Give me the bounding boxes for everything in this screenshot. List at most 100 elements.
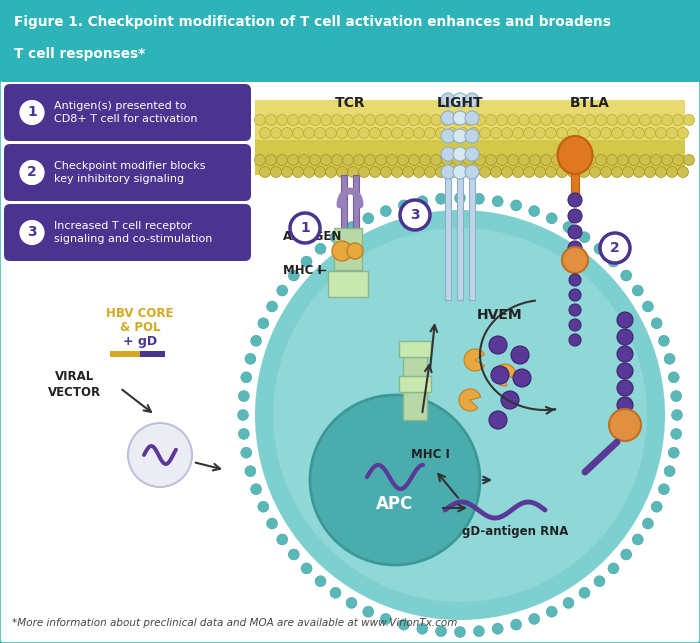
Circle shape [501,391,519,409]
Text: 2: 2 [610,241,620,255]
Circle shape [546,213,557,224]
Circle shape [430,154,442,165]
Circle shape [342,154,354,165]
Circle shape [606,154,617,165]
Circle shape [666,167,678,177]
Circle shape [524,127,535,138]
Text: + gD: + gD [123,335,157,348]
Circle shape [293,167,304,177]
Circle shape [552,114,563,125]
Text: MHC I: MHC I [411,449,449,462]
Circle shape [424,167,435,177]
Circle shape [621,270,631,281]
Circle shape [365,114,375,125]
Bar [328,271,368,297]
Text: Figure 1. Checkpoint modification of T cell activation enhances and broadens: Figure 1. Checkpoint modification of T c… [14,15,611,29]
Circle shape [528,206,540,217]
Circle shape [662,154,673,165]
Circle shape [673,114,683,125]
Circle shape [568,225,582,239]
Circle shape [309,114,321,125]
Circle shape [529,154,540,165]
Circle shape [402,127,414,138]
Circle shape [486,114,496,125]
Circle shape [435,194,447,204]
Bar [403,392,427,420]
Circle shape [528,613,540,624]
Circle shape [643,518,653,529]
Circle shape [584,154,596,165]
Circle shape [414,167,424,177]
Circle shape [608,563,619,574]
Circle shape [617,363,633,379]
Circle shape [380,206,391,217]
Circle shape [556,127,568,138]
FancyBboxPatch shape [255,100,685,140]
Circle shape [562,247,588,273]
Text: 3: 3 [27,226,37,239]
Circle shape [276,154,288,165]
Circle shape [640,154,650,165]
Circle shape [276,114,288,125]
Circle shape [419,114,430,125]
Circle shape [465,93,479,107]
Circle shape [556,167,568,177]
Text: & POL: & POL [120,321,160,334]
Circle shape [290,213,320,243]
Circle shape [552,154,563,165]
Circle shape [337,127,347,138]
Circle shape [622,167,634,177]
Text: VIRAL
VECTOR: VIRAL VECTOR [48,370,102,399]
Circle shape [342,114,354,125]
Circle shape [671,390,682,402]
Circle shape [589,167,601,177]
Circle shape [273,228,647,602]
Circle shape [496,154,507,165]
Circle shape [447,167,458,177]
Circle shape [258,318,269,329]
Circle shape [321,114,332,125]
Circle shape [414,127,424,138]
Circle shape [573,154,584,165]
Circle shape [398,154,409,165]
Text: LIGHT: LIGHT [437,96,483,110]
Circle shape [251,484,262,494]
Circle shape [463,154,475,165]
Circle shape [400,200,430,230]
FancyBboxPatch shape [4,84,251,141]
Circle shape [442,154,452,165]
Circle shape [346,597,357,608]
Circle shape [645,127,655,138]
Circle shape [304,167,314,177]
Circle shape [337,167,347,177]
Circle shape [629,154,640,165]
Circle shape [128,423,192,487]
Circle shape [645,167,655,177]
Circle shape [671,428,682,439]
Circle shape [276,285,288,296]
Circle shape [238,428,249,439]
Circle shape [441,165,455,179]
Circle shape [441,111,455,125]
Circle shape [671,410,682,421]
Wedge shape [494,364,516,386]
Circle shape [569,274,581,286]
Circle shape [453,129,467,143]
Circle shape [568,209,582,223]
Text: Checkpoint modifier blocks
key inhibitory signaling: Checkpoint modifier blocks key inhibitor… [54,161,206,184]
Circle shape [632,534,643,545]
Circle shape [512,167,524,177]
Circle shape [563,114,573,125]
Circle shape [655,127,666,138]
Circle shape [678,167,689,177]
Circle shape [453,147,467,161]
Circle shape [579,231,590,243]
Text: HBV CORE: HBV CORE [106,307,174,320]
Circle shape [458,167,468,177]
Circle shape [402,167,414,177]
Circle shape [435,167,447,177]
Circle shape [651,501,662,512]
Circle shape [419,154,430,165]
Circle shape [309,154,321,165]
Circle shape [238,390,249,402]
